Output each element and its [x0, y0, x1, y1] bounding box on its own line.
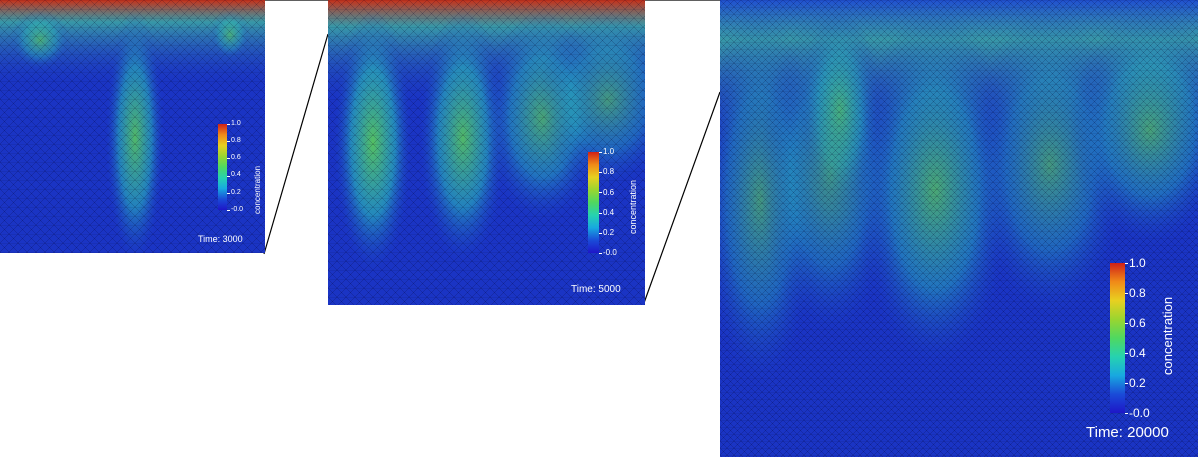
colorbar-tick-mark — [227, 210, 230, 211]
colorbar-tick-label: 0.4 — [231, 171, 241, 179]
colorbar-tick-label: 1.0 — [231, 119, 241, 127]
colorbar-tick-label: -0.0 — [603, 248, 617, 258]
colorbar-tick-mark — [227, 141, 230, 143]
colorbar-tick-label: 0.8 — [1129, 285, 1146, 300]
colorbar-gradient — [218, 124, 227, 210]
colorbar-tick-label: 0.2 — [1129, 375, 1146, 390]
colorbar-tick-mark — [599, 172, 602, 174]
panel-time-3000: concentration 1.0 0.8 0.6 0.4 0.2 -0.0 Time: … — [0, 0, 265, 253]
colorbar-tick-label: 0.8 — [603, 167, 615, 177]
colorbar-tick-mark — [227, 192, 230, 194]
time-label: Time: 20000 — [1086, 424, 1169, 441]
colorbar-tick-mark — [227, 158, 230, 160]
panel-time-5000: concentration 1.0 0.8 0.6 0.4 0.2 -0.0 Time: … — [328, 0, 645, 305]
colorbar-tick-label: 0.4 — [1129, 345, 1146, 360]
colorbar-tick-label: 0.6 — [603, 187, 615, 197]
colorbar-tick-label: 0.2 — [603, 228, 615, 237]
colorbar-tick-label: 0.2 — [231, 188, 241, 196]
colorbar-tick-mark — [599, 212, 602, 214]
panel-time-20000: concentration 1.0 0.8 0.6 0.4 0.2 -0.0 Time: … — [720, 0, 1198, 457]
time-label: Time: 5000 — [571, 284, 621, 295]
colorbar-gradient — [1110, 263, 1125, 413]
colorbar-tick-mark — [227, 124, 230, 125]
colorbar-tick-label: -0.0 — [1129, 405, 1150, 420]
colorbar-tick-mark — [1125, 293, 1128, 294]
colorbar-tick-mark — [599, 192, 602, 194]
colorbar-title: concentration — [628, 179, 638, 234]
colorbar-tick-mark — [1125, 323, 1128, 324]
colorbar-tick-label: 0.8 — [231, 137, 241, 144]
colorbar-tick-label: 1.0 — [1129, 255, 1146, 270]
concentration-field-20000 — [720, 0, 1198, 457]
colorbar-tick-mark — [1125, 353, 1128, 354]
colorbar-tick-label: 0.6 — [231, 154, 241, 162]
colorbar-tick-mark — [1125, 383, 1128, 384]
colorbar-title: concentration — [253, 165, 262, 214]
colorbar-title: concentration — [1160, 296, 1175, 375]
colorbar-tick-mark — [599, 152, 602, 153]
colorbar-tick-label: 0.6 — [1129, 315, 1146, 330]
colorbar-tick-label: 0.4 — [603, 207, 615, 217]
colorbar-tick-mark — [1125, 413, 1128, 414]
colorbar-tick-mark — [599, 232, 602, 234]
colorbar-tick-label: 1.0 — [603, 147, 615, 157]
colorbar-gradient — [588, 152, 599, 253]
colorbar-tick-mark — [227, 175, 230, 177]
colorbar-tick-mark — [1125, 263, 1128, 264]
time-label: Time: 3000 — [198, 234, 243, 244]
colorbar-tick-mark — [599, 253, 602, 254]
colorbar-tick-label: -0.0 — [231, 205, 244, 213]
